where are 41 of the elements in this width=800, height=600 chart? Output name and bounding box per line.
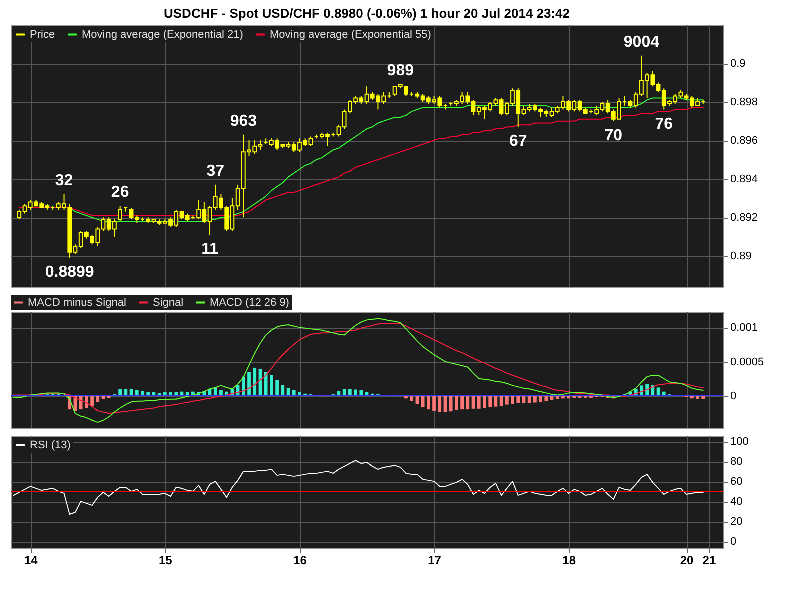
annotation: 67	[509, 133, 528, 150]
x-tick-label: 21	[702, 554, 716, 568]
y-tick-label: 0.9	[730, 58, 746, 70]
y-tick-label: 60	[730, 476, 743, 488]
y-tick-label: 0	[730, 390, 737, 402]
y-tick-label: 0.894	[730, 174, 758, 186]
y-tick-label: 0.0005	[730, 356, 764, 368]
legend-label: Price	[30, 28, 56, 41]
x-tick-label: 16	[294, 554, 308, 568]
annotation: 989	[387, 62, 414, 80]
legend-label: Signal	[153, 296, 184, 309]
annotation: 70	[604, 127, 623, 144]
y-tick-label: 0.89	[730, 250, 752, 263]
x-tick-label: 20	[680, 554, 694, 568]
y-tick-label: 0.896	[730, 135, 758, 148]
legend-label: MACD (12 26 9)	[210, 296, 290, 309]
legend-label: Moving average (Exponential 21)	[82, 28, 244, 41]
legend-label: Moving average (Exponential 55)	[270, 28, 432, 41]
annotation: 37	[206, 162, 225, 180]
y-tick-label: 0.898	[730, 96, 758, 109]
y-tick-label: 0.892	[730, 212, 758, 224]
chart-title: USDCHF - Spot USD/CHF 0.8980 (-0.06%) 1 hour 20 Jul 2014 23:42	[164, 6, 570, 21]
annotation: 26	[111, 184, 130, 202]
legend-label: MACD minus Signal	[28, 296, 126, 309]
y-tick-label: 80	[730, 456, 743, 468]
y-tick-label: 0.001	[730, 322, 758, 334]
annotation: 0.8899	[45, 264, 94, 282]
x-tick-label: 14	[24, 554, 38, 568]
x-tick-label: 17	[428, 554, 442, 568]
legend-label: RSI (13)	[30, 440, 71, 452]
x-tick-label: 18	[562, 554, 576, 568]
annotation: 76	[655, 116, 674, 133]
y-tick-label: 0	[730, 536, 737, 548]
x-tick-label: 15	[158, 554, 173, 568]
y-tick-label: 100	[730, 436, 749, 448]
annotation: 963	[230, 112, 258, 130]
annotation: 11	[202, 240, 219, 258]
y-tick-label: 20	[730, 516, 743, 528]
annotation: 9004	[624, 34, 660, 51]
annotation: 32	[55, 172, 74, 190]
y-tick-label: 40	[730, 496, 743, 508]
